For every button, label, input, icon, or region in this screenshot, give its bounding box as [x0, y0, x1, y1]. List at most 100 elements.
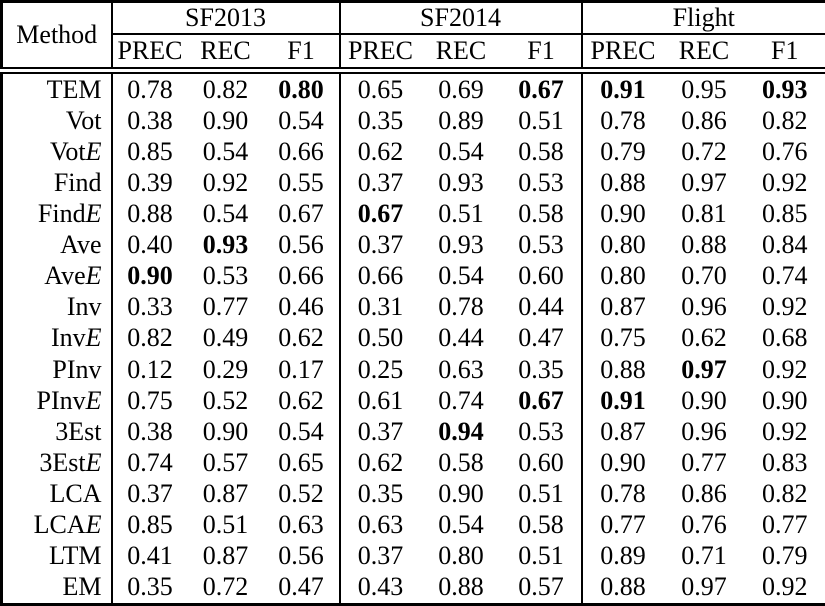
value-cell: 0.51	[501, 105, 583, 137]
value-cell: 0.87	[202, 478, 249, 508]
table-row: LCA 0.37 0.87 0.52 0.35 0.90 0.51 0.78 0.86 0.82	[1, 478, 825, 510]
value-cell: 0.58	[501, 136, 583, 168]
method-suffix: E	[85, 510, 102, 539]
value-cell: 0.85	[127, 510, 173, 539]
table-row: LCAE 0.85 0.51 0.63 0.63 0.54 0.58 0.77 0.76 0.77	[1, 509, 825, 541]
value-cell: 0.66	[263, 136, 341, 168]
value-cell: 0.88	[600, 354, 646, 384]
method-cell: LCA	[1, 478, 113, 510]
value-cell: 0.74	[762, 261, 808, 291]
value-cell: 0.74	[127, 447, 173, 477]
value-cell: 0.92	[202, 167, 249, 197]
method-cell: Inv	[1, 291, 113, 323]
value-cell: 0.54	[438, 510, 484, 539]
value-cell: 0.44	[438, 323, 484, 353]
value-cell: 0.72	[681, 136, 727, 166]
method-name: 3Est	[39, 447, 86, 477]
value-cell: 0.37	[357, 541, 404, 571]
table-row: Find 0.39 0.92 0.55 0.37 0.93 0.53 0.88 0.97 0.92	[1, 167, 825, 199]
value-cell: 0.80	[600, 261, 646, 291]
value-cell: 0.78	[600, 105, 646, 135]
value-cell: 0.56	[263, 540, 341, 572]
value-cell: 0.49	[202, 323, 249, 353]
value-cell: 0.76	[681, 510, 727, 539]
method-cell: LCAE	[1, 509, 113, 541]
value-cell: 0.50	[357, 323, 404, 353]
value-cell: 0.60	[501, 260, 583, 292]
method-suffix: E	[85, 447, 102, 477]
value-cell: 0.43	[357, 572, 404, 602]
value-cell: 0.97	[681, 167, 727, 197]
method-cell: VotE	[1, 136, 113, 168]
value-cell: 0.74	[438, 385, 484, 415]
table-row: EM 0.35 0.72 0.47 0.43 0.88 0.57 0.88 0.97 0.92	[1, 571, 825, 605]
value-cell: 0.78	[600, 478, 646, 508]
value-cell: 0.54	[202, 199, 249, 229]
value-cell: 0.62	[263, 322, 341, 354]
value-cell: 0.61	[357, 385, 404, 415]
value-cell: 0.35	[357, 105, 404, 135]
value-cell: 0.39	[127, 167, 173, 197]
value-cell: 0.51	[202, 510, 249, 539]
value-cell: 0.68	[762, 323, 808, 353]
method-name: Find	[37, 199, 86, 229]
value-cell: 0.57	[501, 571, 583, 605]
value-cell: 0.54	[263, 105, 341, 137]
value-cell: 0.53	[501, 229, 583, 261]
value-cell: 0.79	[600, 136, 646, 166]
value-cell: 0.37	[127, 478, 173, 508]
value-cell: 0.92	[762, 167, 808, 197]
value-cell: 0.77	[762, 510, 808, 539]
value-cell: 0.85	[762, 199, 808, 229]
value-cell: 0.96	[681, 292, 727, 322]
value-cell: 0.90	[127, 261, 173, 291]
value-cell: 0.41	[127, 541, 173, 571]
value-cell: 0.93	[202, 230, 249, 260]
value-cell: 0.88	[600, 572, 646, 602]
value-cell: 0.88	[127, 199, 173, 229]
value-cell: 0.31	[357, 292, 404, 322]
value-cell: 0.54	[438, 261, 484, 291]
column-header-prec: PREC	[111, 34, 188, 74]
value-cell: 0.54	[202, 136, 249, 166]
value-cell: 0.70	[681, 261, 727, 291]
method-cell: Vot	[1, 105, 113, 137]
value-cell: 0.67	[263, 198, 341, 230]
value-cell: 0.65	[263, 447, 341, 479]
value-cell: 0.92	[762, 572, 808, 602]
value-cell: 0.84	[762, 230, 808, 260]
value-cell: 0.71	[681, 541, 727, 571]
method-column-header: Method	[1, 1, 113, 74]
value-cell: 0.66	[263, 260, 341, 292]
value-cell: 0.67	[501, 385, 583, 417]
value-cell: 0.53	[501, 167, 583, 199]
value-cell: 0.87	[600, 292, 646, 322]
value-cell: 0.33	[127, 292, 173, 322]
table-row: Inv 0.33 0.77 0.46 0.31 0.78 0.44 0.87 0.96 0.92	[1, 291, 825, 323]
method-name: Vot	[65, 105, 102, 135]
value-cell: 0.89	[600, 541, 646, 571]
value-cell: 0.56	[263, 229, 341, 261]
table-row: FindE 0.88 0.54 0.67 0.67 0.51 0.58 0.90 0.81 0.8…	[1, 198, 825, 230]
value-cell: 0.93	[438, 230, 484, 260]
method-cell: PInvE	[1, 385, 113, 417]
method-suffix: E	[85, 385, 102, 415]
value-cell: 0.55	[263, 167, 341, 199]
value-cell: 0.78	[127, 74, 173, 104]
table-row: Ave 0.40 0.93 0.56 0.37 0.93 0.53 0.80 0.88 0.84	[1, 229, 825, 261]
value-cell: 0.77	[202, 292, 249, 322]
column-header-rec: REC	[420, 34, 502, 74]
value-cell: 0.46	[263, 291, 341, 323]
value-cell: 0.63	[357, 510, 404, 539]
table-row: Vot 0.38 0.90 0.54 0.35 0.89 0.51 0.78 0.86 0.82	[1, 105, 825, 137]
group-header-sf2014: SF2014	[339, 1, 583, 35]
column-header-prec: PREC	[581, 34, 664, 74]
value-cell: 0.53	[202, 261, 249, 291]
value-cell: 0.38	[127, 416, 173, 446]
value-cell: 0.92	[762, 354, 808, 384]
value-cell: 0.38	[127, 105, 173, 135]
table-body: TEM 0.78 0.82 0.80 0.65 0.69 0.67 0.91 0.95 0.93 V…	[1, 70, 825, 605]
value-cell: 0.89	[438, 105, 484, 135]
value-cell: 0.40	[127, 230, 173, 260]
